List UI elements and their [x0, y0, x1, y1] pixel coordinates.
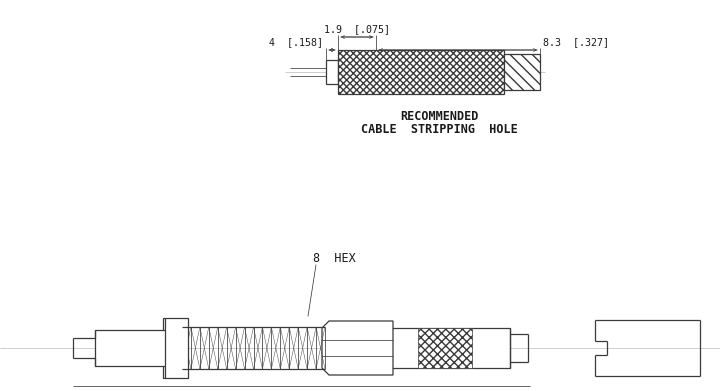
Polygon shape — [418, 328, 472, 368]
Polygon shape — [322, 321, 393, 375]
Text: CABLE  STRIPPING  HOLE: CABLE STRIPPING HOLE — [361, 123, 518, 136]
Text: 8  HEX: 8 HEX — [313, 251, 356, 264]
Text: 1.9  [.075]: 1.9 [.075] — [324, 24, 390, 34]
Text: RECOMMENDED: RECOMMENDED — [400, 110, 478, 123]
Polygon shape — [504, 54, 540, 90]
Polygon shape — [326, 60, 338, 84]
Polygon shape — [338, 50, 504, 94]
Polygon shape — [163, 318, 188, 378]
Polygon shape — [390, 328, 510, 368]
Text: 8.3  [.327]: 8.3 [.327] — [543, 37, 609, 47]
Text: 4  [.158]: 4 [.158] — [269, 37, 323, 47]
Polygon shape — [95, 330, 165, 366]
